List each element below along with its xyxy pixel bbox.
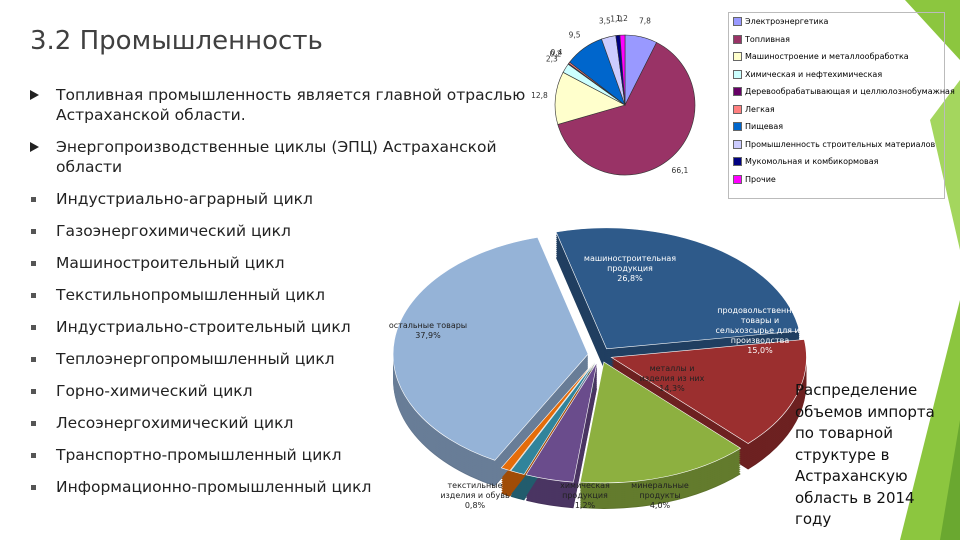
legend-label: Топливная bbox=[745, 34, 790, 44]
pie-slice bbox=[500, 361, 595, 471]
bullet: Газоэнергохимический цикл bbox=[28, 221, 548, 241]
value-label: 26,8% bbox=[617, 274, 643, 283]
legend-swatch bbox=[733, 157, 742, 167]
legend-label: Химическая и нефтехимическая bbox=[745, 69, 883, 79]
caption: Распределение объемов импорта по товарно… bbox=[795, 381, 935, 528]
bullet: Горно-химический цикл bbox=[28, 381, 548, 401]
data-label: 3,5 bbox=[599, 16, 611, 25]
legend-item: Деревообрабатывающая и целлюлознобумажна… bbox=[729, 83, 955, 101]
legend-label: Легкая bbox=[745, 104, 775, 114]
bullet: Индустриально-строительный цикл bbox=[28, 317, 548, 337]
pie-slice bbox=[510, 361, 596, 475]
data-label: химическая продукция 1,2% bbox=[550, 481, 620, 511]
data-label: машиностроительная продукция 26,8% bbox=[570, 254, 690, 284]
bullet: Теплоэнергопромышленный цикл bbox=[28, 349, 548, 369]
decor bbox=[905, 0, 960, 60]
data-label: 0,2 bbox=[550, 49, 562, 58]
legend-label: Деревообрабатывающая и целлюлознобумажна… bbox=[745, 87, 955, 97]
value-label: 37,9% bbox=[415, 331, 441, 340]
legend-item: Промышленность строительных материалов bbox=[729, 136, 944, 154]
category-label: металлы и изделия из них bbox=[639, 364, 705, 383]
bullet: Текстильнопромышленный цикл bbox=[28, 285, 548, 305]
category-label: минеральные продукты bbox=[631, 481, 689, 500]
data-label: 7,8 bbox=[639, 16, 651, 25]
category-label: химическая продукция bbox=[560, 481, 610, 500]
legend: Электроэнергетика Топливная Машиностроение… bbox=[728, 12, 955, 199]
legend-swatch bbox=[733, 174, 742, 184]
data-label: текстильные изделия и обувь 0,8% bbox=[433, 481, 518, 511]
value-label: 0,8% bbox=[464, 501, 486, 510]
data-label: 1,0 bbox=[610, 14, 622, 23]
data-label: минеральные продукты 4,0% bbox=[620, 481, 700, 511]
category-label: машиностроительная продукция bbox=[583, 254, 677, 273]
category-label: продовольственные товары и сельхозсырье … bbox=[715, 306, 805, 345]
data-label: 1,2 bbox=[616, 14, 628, 23]
data-label: 9,5 bbox=[569, 30, 581, 39]
legend-label: Мукомольная и комбикормовая bbox=[745, 157, 879, 167]
legend-label: Пищевая bbox=[745, 122, 784, 132]
category-label: текстильные изделия и обувь bbox=[440, 481, 510, 500]
pie-slice bbox=[392, 237, 589, 461]
data-label: 12,8 bbox=[531, 91, 548, 100]
legend-swatch bbox=[733, 139, 742, 149]
data-label: 2,3 bbox=[546, 55, 558, 64]
decor bbox=[900, 300, 960, 540]
legend-label: Прочие bbox=[745, 174, 776, 184]
bullet: Энергопроизводственные циклы (ЭПЦ) Астра… bbox=[28, 137, 548, 177]
data-label: 66,1 bbox=[672, 166, 689, 175]
value-label: 1,2% bbox=[574, 501, 596, 510]
legend-label: Промышленность строительных материалов bbox=[745, 139, 936, 149]
decor bbox=[930, 80, 960, 250]
legend-swatch bbox=[733, 52, 742, 62]
legend-item: Машиностроение и металлообработка bbox=[729, 48, 944, 66]
data-label: 0,4 bbox=[550, 48, 562, 57]
bullet-list: Топливная промышленность является главно… bbox=[28, 85, 548, 509]
pie-slice bbox=[555, 227, 800, 350]
legend-item: Топливная bbox=[729, 31, 944, 49]
bullet: Топливная промышленность является главно… bbox=[28, 85, 548, 125]
legend-label: Электроэнергетика bbox=[745, 17, 829, 27]
pie-slice bbox=[557, 42, 696, 176]
legend-swatch bbox=[733, 87, 742, 97]
legend-item: Химическая и нефтехимическая bbox=[729, 66, 944, 84]
legend-item: Мукомольная и комбикормовая bbox=[729, 153, 944, 171]
legend-swatch bbox=[733, 17, 742, 27]
legend-item: Пищевая bbox=[729, 118, 944, 136]
legend-swatch bbox=[733, 104, 742, 114]
bullet: Индустриально-аграрный цикл bbox=[28, 189, 548, 209]
data-label: остальные товары 37,9% bbox=[388, 321, 468, 341]
legend-item: Легкая bbox=[729, 101, 944, 119]
title: 3.2 Промышленность bbox=[30, 26, 323, 56]
value-label: 14,3% bbox=[659, 384, 685, 393]
legend-swatch bbox=[733, 122, 742, 132]
legend-label: Машиностроение и металлообработка bbox=[745, 52, 909, 62]
legend-swatch bbox=[733, 34, 742, 44]
legend-item: Прочие bbox=[729, 171, 944, 189]
bullet: Информационно-промышленный цикл bbox=[28, 477, 548, 497]
pie-slice bbox=[579, 361, 742, 484]
bullet: Лесоэнергохимический цикл bbox=[28, 413, 548, 433]
bullet: Транспортно-промышленный цикл bbox=[28, 445, 548, 465]
bullet: Машиностроительный цикл bbox=[28, 253, 548, 273]
pie-slice bbox=[525, 362, 598, 483]
data-label: металлы и изделия из них 14,3% bbox=[632, 364, 712, 394]
data-label: продовольственные товары и сельхозсырье … bbox=[715, 306, 805, 356]
decor bbox=[940, 420, 960, 540]
pie-slice bbox=[610, 339, 807, 444]
category-label: остальные товары bbox=[388, 321, 468, 330]
value-label: 15,0% bbox=[747, 346, 773, 355]
legend-swatch bbox=[733, 69, 742, 79]
pie-slice bbox=[619, 34, 626, 106]
legend-item: Электроэнергетика bbox=[729, 13, 944, 31]
value-label: 4,0% bbox=[649, 501, 671, 510]
